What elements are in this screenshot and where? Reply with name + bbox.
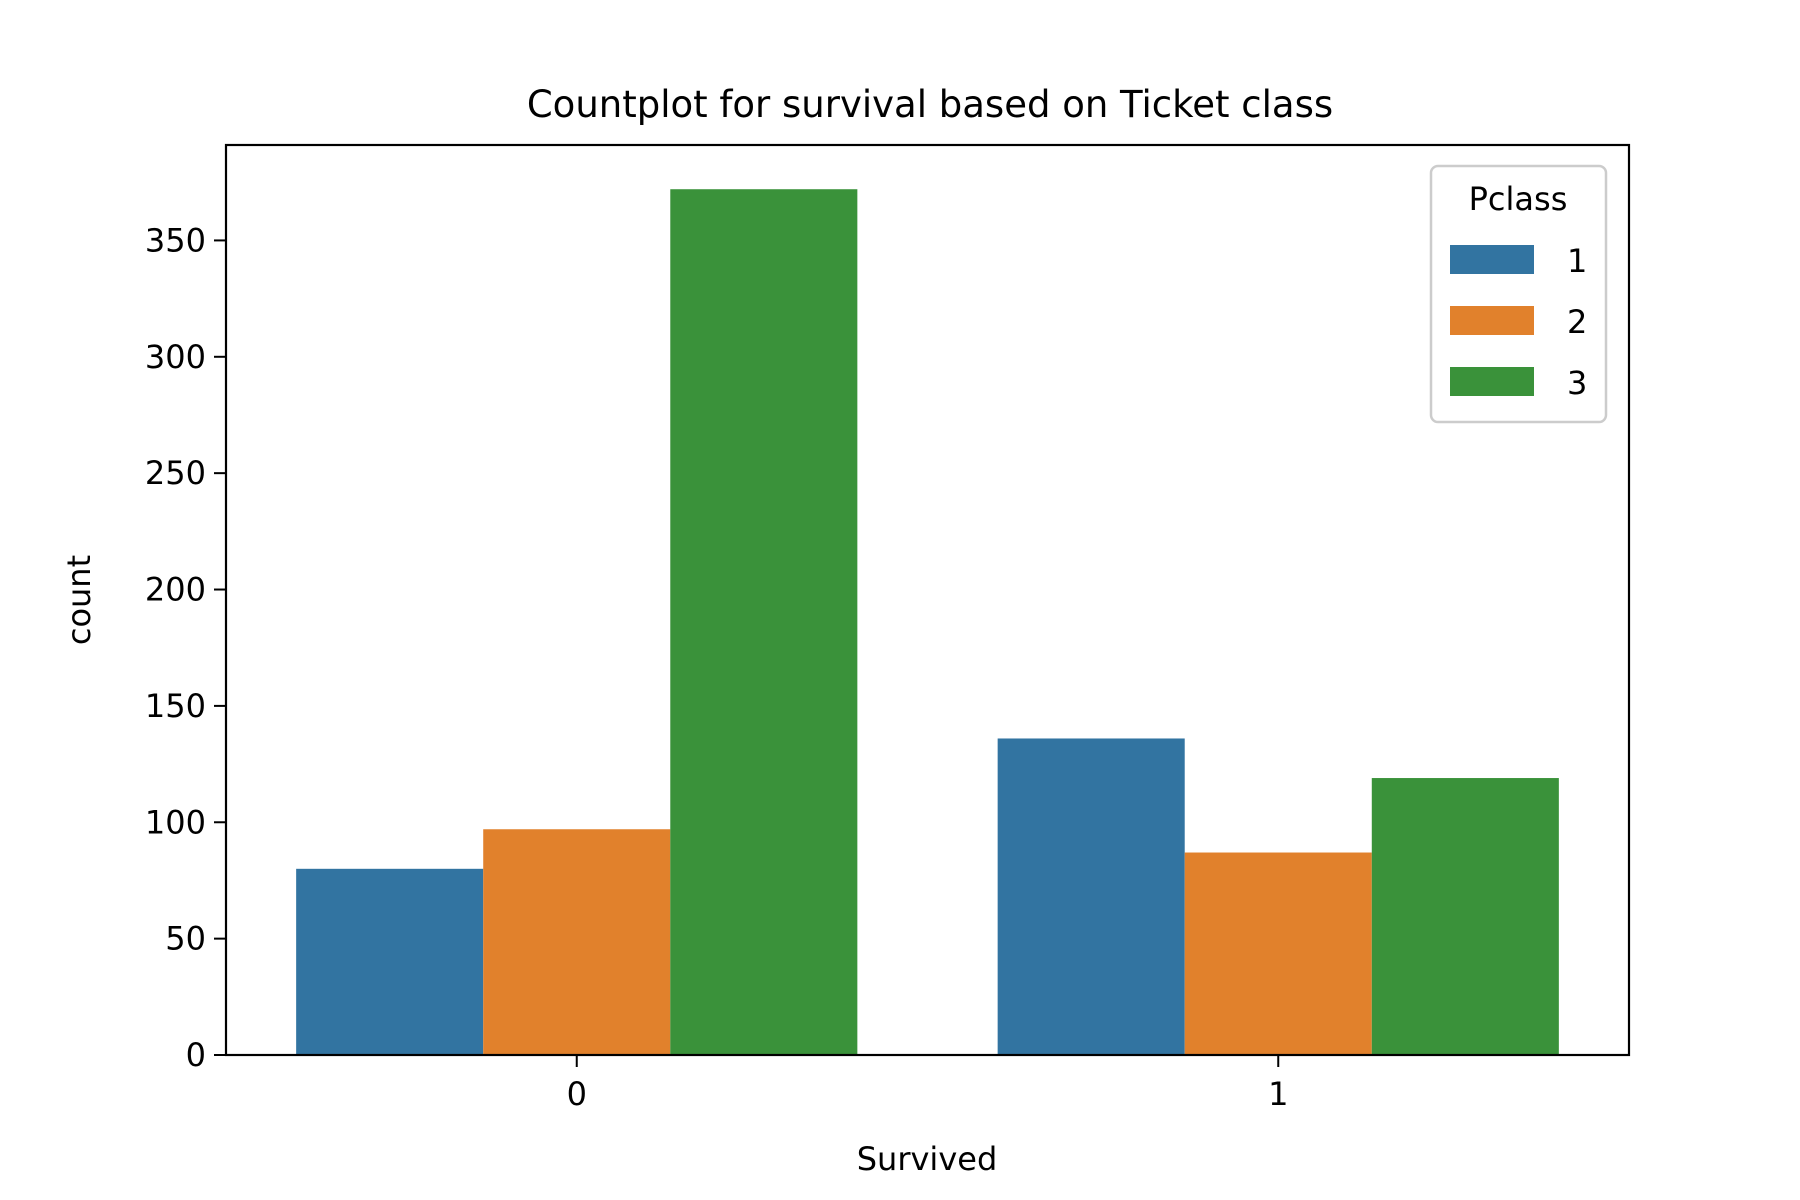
legend-swatch-pclass-1 [1450,245,1534,274]
bar-survived-0-pclass-2 [483,829,671,1055]
y-axis-label: count [60,555,98,645]
plot-frame [224,143,1631,1057]
y-tick-label: 200 [145,571,206,609]
y-tick-label: 300 [145,338,206,376]
bars-layer [296,189,1559,1055]
x-axis-label: Survived [857,1140,998,1178]
legend-label-pclass-3: 3 [1567,364,1587,402]
legend: Pclass 1 2 3 [1429,164,1608,424]
y-tick-label: 250 [145,454,206,492]
bar-survived-1-pclass-2 [1184,852,1372,1055]
chart-title: Countplot for survival based on Ticket c… [527,83,1333,126]
y-tick-label: 100 [145,803,206,841]
legend-title: Pclass [1469,180,1568,218]
x-tick-label: 0 [567,1075,587,1113]
legend-label-pclass-2: 2 [1567,303,1587,341]
legend-swatch-pclass-2 [1450,306,1534,335]
y-axis: 0 50 100 150 200 250 300 350 [145,221,226,1074]
bar-survived-0-pclass-1 [296,868,484,1055]
legend-label-pclass-1: 1 [1567,242,1587,280]
bar-survived-1-pclass-1 [997,738,1185,1055]
y-tick-label: 50 [165,920,206,958]
y-tick-label: 350 [145,221,206,259]
legend-swatch-pclass-3 [1450,367,1534,396]
bar-survived-1-pclass-3 [1371,778,1559,1055]
legend-box [1429,164,1608,424]
y-tick-label: 150 [145,687,206,725]
x-tick-label: 1 [1268,1075,1288,1113]
y-tick-label: 0 [186,1036,206,1074]
legend-entries: 1 2 3 [1450,242,1587,402]
bar-survived-0-pclass-3 [670,189,858,1055]
